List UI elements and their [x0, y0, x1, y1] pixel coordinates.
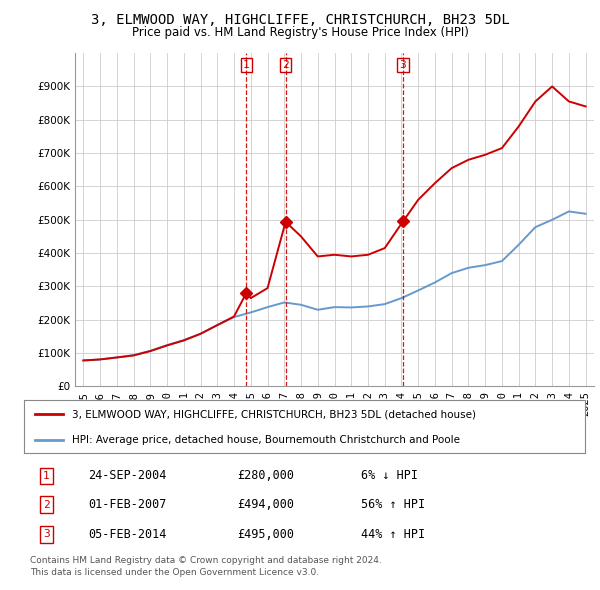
Text: 1: 1: [43, 471, 50, 481]
Text: 24-SEP-2004: 24-SEP-2004: [89, 470, 167, 483]
Text: Price paid vs. HM Land Registry's House Price Index (HPI): Price paid vs. HM Land Registry's House …: [131, 26, 469, 39]
Text: 3, ELMWOOD WAY, HIGHCLIFFE, CHRISTCHURCH, BH23 5DL: 3, ELMWOOD WAY, HIGHCLIFFE, CHRISTCHURCH…: [91, 13, 509, 27]
Text: This data is licensed under the Open Government Licence v3.0.: This data is licensed under the Open Gov…: [30, 568, 319, 576]
Text: 44% ↑ HPI: 44% ↑ HPI: [361, 528, 425, 541]
Text: 56% ↑ HPI: 56% ↑ HPI: [361, 498, 425, 511]
Text: 3: 3: [400, 60, 406, 70]
Text: 3, ELMWOOD WAY, HIGHCLIFFE, CHRISTCHURCH, BH23 5DL (detached house): 3, ELMWOOD WAY, HIGHCLIFFE, CHRISTCHURCH…: [71, 409, 476, 419]
Text: 05-FEB-2014: 05-FEB-2014: [89, 528, 167, 541]
Text: £280,000: £280,000: [237, 470, 294, 483]
Text: 01-FEB-2007: 01-FEB-2007: [89, 498, 167, 511]
Text: £495,000: £495,000: [237, 528, 294, 541]
Text: 2: 2: [282, 60, 289, 70]
Text: 2: 2: [43, 500, 50, 510]
Text: Contains HM Land Registry data © Crown copyright and database right 2024.: Contains HM Land Registry data © Crown c…: [30, 556, 382, 565]
Text: HPI: Average price, detached house, Bournemouth Christchurch and Poole: HPI: Average price, detached house, Bour…: [71, 435, 460, 445]
Text: 3: 3: [43, 529, 50, 539]
Text: 6% ↓ HPI: 6% ↓ HPI: [361, 470, 418, 483]
Text: 1: 1: [243, 60, 250, 70]
Text: £494,000: £494,000: [237, 498, 294, 511]
